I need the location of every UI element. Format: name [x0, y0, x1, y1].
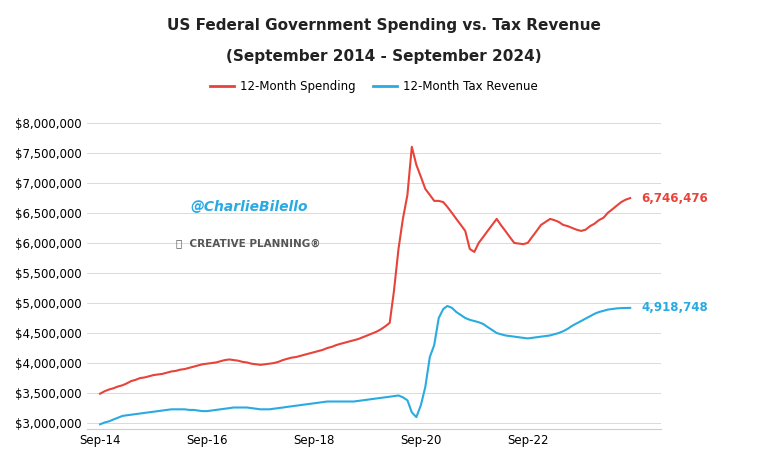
Legend: 12-Month Spending, 12-Month Tax Revenue: 12-Month Spending, 12-Month Tax Revenue — [206, 75, 542, 98]
Text: 6,746,476: 6,746,476 — [641, 192, 708, 205]
Text: US Federal Government Spending vs. Tax Revenue: US Federal Government Spending vs. Tax R… — [167, 18, 601, 33]
Text: (September 2014 - September 2024): (September 2014 - September 2024) — [227, 49, 541, 63]
Text: @CharlieBilello: @CharlieBilello — [190, 200, 307, 214]
Text: Ⓒ  CREATIVE PLANNING®: Ⓒ CREATIVE PLANNING® — [176, 238, 320, 248]
Text: 4,918,748: 4,918,748 — [641, 301, 708, 314]
